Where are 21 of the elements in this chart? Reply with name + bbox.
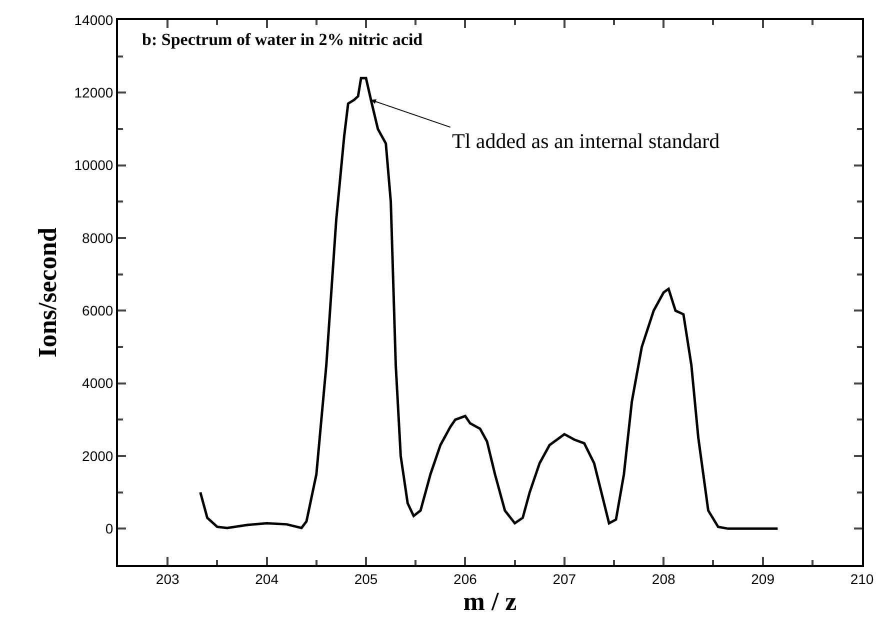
- y-tick-label: 2000: [82, 448, 114, 464]
- annotation: Tl added as an internal standard: [452, 129, 720, 153]
- x-tick-label: 203: [156, 570, 180, 587]
- y-tick-label: 0: [105, 520, 114, 537]
- x-tick-label: 208: [652, 570, 676, 587]
- line-series: [199, 76, 779, 530]
- y-tick-label: 8000: [82, 230, 114, 246]
- x-tick-label: 210: [850, 570, 874, 587]
- x-tick-label: 205: [354, 570, 378, 587]
- y-tick-label: 6000: [82, 302, 114, 319]
- x-tick-label: 209: [751, 570, 775, 587]
- x-tick-label: 206: [454, 570, 478, 587]
- text: b: Spectrum of water in 2% nitric acid: [142, 30, 424, 49]
- y-tick-label: 14000: [74, 12, 114, 28]
- y-tick-label: 4000: [82, 375, 114, 392]
- x-axis-title: m / z: [463, 586, 517, 616]
- y-tick-label: 10000: [74, 157, 114, 174]
- y-tick-label: 12000: [74, 84, 114, 101]
- y-axis-title: Ions/second: [33, 226, 62, 358]
- x-tick-label: 207: [552, 570, 576, 587]
- x-tick-label: 204: [255, 570, 279, 587]
